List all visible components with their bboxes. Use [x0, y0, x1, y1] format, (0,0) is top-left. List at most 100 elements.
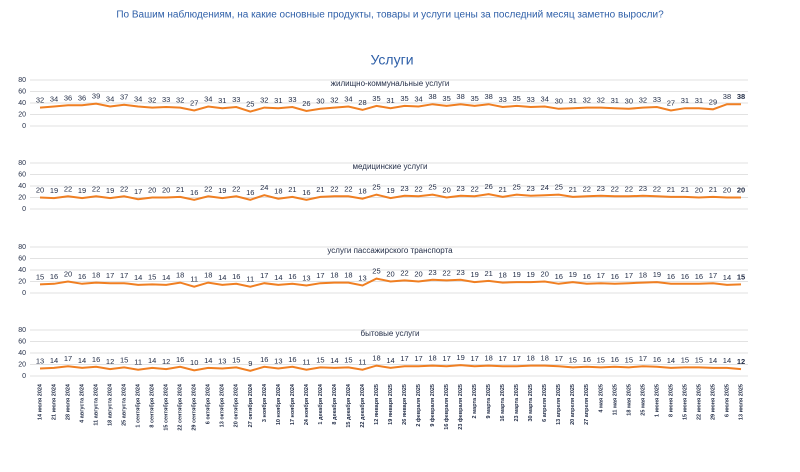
value-label: 31	[274, 96, 282, 105]
value-label: 14	[723, 356, 731, 365]
value-label: 15	[148, 272, 156, 281]
x-tick-label: 29 июня 2025	[710, 384, 716, 420]
value-label: 32	[639, 96, 647, 105]
value-label: 18	[639, 271, 647, 280]
x-tick-label: 27 апреля 2025	[584, 384, 590, 425]
value-label: 21	[569, 185, 577, 194]
value-label: 31	[695, 96, 703, 105]
value-label: 31	[569, 96, 577, 105]
x-tick-label: 22 декабря 2024	[359, 383, 366, 428]
value-label: 15	[695, 355, 703, 364]
value-label: 25	[555, 183, 563, 192]
value-label: 21	[316, 185, 324, 194]
value-label: 22	[583, 184, 591, 193]
y-tick-label: 40	[18, 100, 26, 107]
value-label: 18	[541, 354, 549, 363]
x-tick-label: 18 августа 2024	[108, 383, 114, 426]
y-tick-label: 40	[18, 267, 26, 274]
value-label: 18	[527, 354, 535, 363]
section-title: Услуги	[370, 52, 413, 68]
x-tick-label: 23 марта 2025	[514, 384, 520, 422]
value-label: 23	[456, 184, 464, 193]
value-label: 22	[344, 184, 352, 193]
y-tick-label: 20	[18, 361, 26, 368]
x-tick-label: 4 мая 2025	[598, 384, 604, 413]
x-tick-label: 25 августа 2024	[122, 383, 128, 426]
value-label: 16	[78, 272, 86, 281]
x-tick-label: 12 января 2025	[374, 384, 380, 425]
value-label: 23	[639, 184, 647, 193]
value-label: 14	[50, 356, 58, 365]
value-label: 14	[667, 356, 675, 365]
panel-title: бытовые услуги	[361, 329, 420, 338]
value-label: 18	[358, 187, 366, 196]
x-tick-label: 15 декабря 2024	[345, 383, 352, 428]
value-label: 19	[653, 270, 661, 279]
series-line	[39, 364, 742, 372]
value-label: 17	[555, 354, 563, 363]
value-label: 26	[302, 99, 310, 108]
value-label: 14	[386, 356, 394, 365]
value-label: 28	[358, 98, 366, 107]
value-label: 31	[386, 96, 394, 105]
value-label: 19	[513, 270, 521, 279]
y-tick-label: 0	[22, 373, 26, 380]
value-label: 12	[162, 357, 170, 366]
value-label: 18	[372, 354, 380, 363]
value-label: 34	[204, 94, 212, 103]
value-label: 34	[541, 94, 549, 103]
y-tick-label: 60	[18, 171, 26, 178]
value-label: 18	[176, 271, 184, 280]
x-tick-label: 13 октября 2024	[219, 383, 226, 427]
x-tick-label: 10 ноября 2024	[275, 383, 282, 425]
y-tick-label: 40	[18, 183, 26, 190]
value-label: 15	[625, 355, 633, 364]
value-label: 22	[120, 184, 128, 193]
value-label: 20	[36, 185, 44, 194]
x-tick-label: 1 июня 2025	[654, 384, 660, 417]
x-tick-label: 29 сентября 2024	[191, 383, 198, 431]
value-label: 13	[274, 357, 282, 366]
value-label: 20	[723, 185, 731, 194]
value-label: 20	[64, 269, 72, 278]
value-label: 16	[653, 355, 661, 364]
value-label: 17	[260, 271, 268, 280]
value-label: 32	[597, 96, 605, 105]
x-tick-label: 4 августа 2024	[80, 383, 86, 423]
value-label: 34	[344, 94, 352, 103]
value-label: 35	[470, 94, 478, 103]
value-label: 35	[400, 94, 408, 103]
value-label: 35	[513, 94, 521, 103]
value-label: 39	[92, 92, 100, 101]
value-label: 13	[358, 274, 366, 283]
value-label: 18	[498, 271, 506, 280]
value-label: 19	[50, 186, 58, 195]
value-label: 9	[248, 359, 252, 368]
value-label: 15	[737, 272, 745, 281]
value-label: 36	[78, 93, 86, 102]
y-tick-label: 80	[18, 77, 26, 84]
value-label: 17	[316, 271, 324, 280]
x-tick-label: 8 июня 2025	[668, 384, 674, 417]
x-tick-label: 17 ноября 2024	[289, 383, 296, 425]
value-label: 15	[681, 355, 689, 364]
x-tick-label: 26 января 2025	[402, 384, 408, 425]
y-tick-label: 0	[22, 123, 26, 130]
value-label: 10	[190, 358, 198, 367]
value-label: 16	[583, 355, 591, 364]
x-tick-label: 6 апреля 2025	[542, 384, 548, 422]
value-label: 15	[344, 355, 352, 364]
value-label: 19	[386, 186, 394, 195]
value-label: 14	[723, 273, 731, 282]
value-label: 17	[106, 271, 114, 280]
x-tick-label: 6 июля 2025	[724, 384, 730, 417]
value-label: 33	[498, 95, 506, 104]
panel-title: медицинские услуги	[353, 162, 428, 171]
x-tick-label: 9 февраля 2025	[429, 384, 436, 427]
value-label: 30	[316, 97, 324, 106]
value-label: 13	[218, 357, 226, 366]
y-tick-label: 20	[18, 111, 26, 118]
value-label: 16	[611, 355, 619, 364]
y-tick-label: 80	[18, 160, 26, 167]
x-tick-label: 23 февраля 2025	[457, 384, 464, 430]
